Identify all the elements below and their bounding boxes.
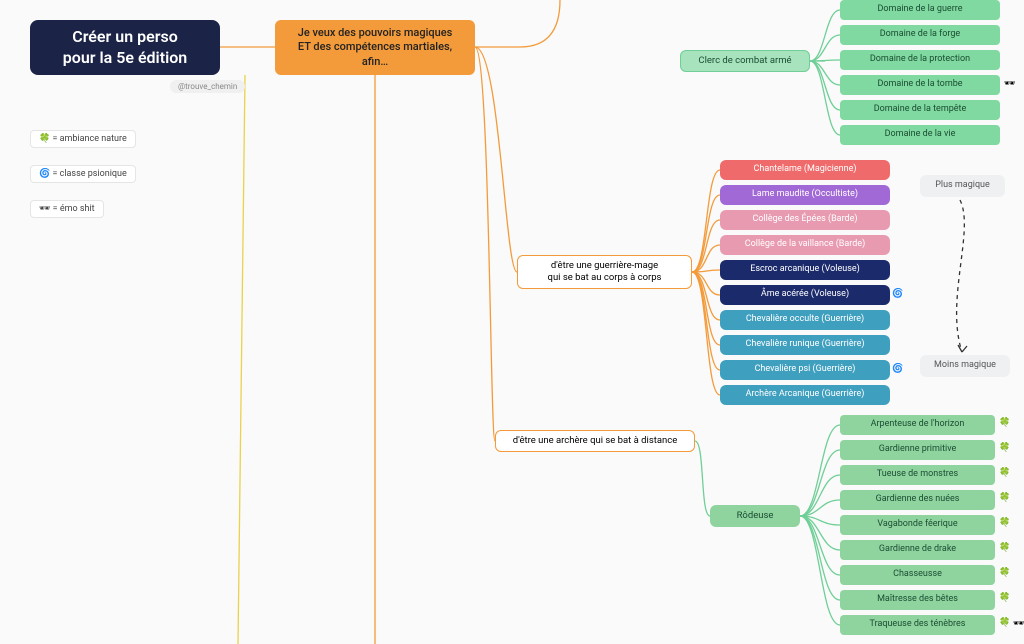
cleric-domain[interactable]: Domaine de la tempête (840, 100, 1000, 120)
cleric-domain[interactable]: Domaine de la tombe (840, 75, 1000, 95)
node-cleric[interactable]: Clerc de combat armé (680, 50, 810, 72)
nature-icon: 🍀 (999, 543, 1010, 553)
ranger-sub[interactable]: Traqueuse des ténèbres (840, 615, 995, 635)
legend-psionic: 🌀 = classe psionique (30, 165, 136, 183)
melee-option[interactable]: Escroc arcanique (Voleuse) (720, 260, 890, 280)
ranger-sub[interactable]: Tueuse de monstres (840, 465, 995, 485)
nature-icon: 🍀 (999, 443, 1010, 453)
cleric-domain[interactable]: Domaine de la guerre (840, 0, 1000, 20)
emo-icon: 🕶 (1004, 79, 1015, 89)
ranger-sub[interactable]: Chasseusse (840, 565, 995, 585)
legend-psionic-icon: 🌀 (39, 169, 50, 179)
node-ranger[interactable]: Rôdeuse (710, 505, 800, 527)
melee-option[interactable]: Âme acérée (Voleuse) (720, 285, 890, 305)
node-melee[interactable]: d'être une guerrière-mage qui se bat au … (517, 255, 692, 289)
legend-nature-icon: 🍀 (39, 134, 50, 144)
nature-icon: 🍀 (999, 468, 1010, 478)
nature-icon: 🍀 (999, 493, 1010, 503)
root-title: Créer un perso pour la 5e édition (30, 20, 220, 75)
node-ranged[interactable]: d'être une archère qui se bat à distance (495, 430, 695, 452)
ranger-sub[interactable]: Arpenteuse de l'horizon (840, 415, 995, 435)
melee-option[interactable]: Chevalière occulte (Guerrière) (720, 310, 890, 330)
scale-bottom: Moins magique (920, 355, 1010, 377)
melee-option[interactable]: Chevalière runique (Guerrière) (720, 335, 890, 355)
ranger-sub[interactable]: Gardienne des nuées (840, 490, 995, 510)
melee-option[interactable]: Collège de la vaillance (Barde) (720, 235, 890, 255)
emo-icon: 🕶 (1013, 619, 1024, 629)
legend-nature: 🍀 = ambiance nature (30, 130, 136, 148)
legend-emo-icon: 🕶 (39, 204, 50, 214)
ranger-sub[interactable]: Vagabonde féerique (840, 515, 995, 535)
cleric-domain[interactable]: Domaine de la protection (840, 50, 1000, 70)
branch-main[interactable]: Je veux des pouvoirs magiques ET des com… (275, 20, 475, 75)
nature-icon: 🍀 (999, 568, 1010, 578)
cleric-domain[interactable]: Domaine de la forge (840, 25, 1000, 45)
melee-option[interactable]: Lame maudite (Occultiste) (720, 185, 890, 205)
melee-option[interactable]: Chevalière psi (Guerrière) (720, 360, 890, 380)
nature-icon: 🍀 (999, 418, 1010, 428)
psionic-icon: 🌀 (892, 289, 903, 299)
cleric-domain[interactable]: Domaine de la vie (840, 125, 1000, 145)
nature-icon: 🍀 (999, 593, 1010, 603)
legend-emo: 🕶 = émo shit (30, 200, 104, 218)
ranger-sub[interactable]: Maîtresse des bêtes (840, 590, 995, 610)
scale-top: Plus magique (920, 175, 1005, 197)
psionic-icon: 🌀 (892, 364, 903, 374)
ranger-sub[interactable]: Gardienne primitive (840, 440, 995, 460)
melee-option[interactable]: Archère Arcanique (Guerrière) (720, 385, 890, 405)
melee-option[interactable]: Chantelame (Magicienne) (720, 160, 890, 180)
nature-icon: 🍀 (999, 618, 1010, 628)
author-badge: @trouve_chemin (170, 80, 245, 93)
ranger-sub[interactable]: Gardienne de drake (840, 540, 995, 560)
melee-option[interactable]: Collège des Épées (Barde) (720, 210, 890, 230)
nature-icon: 🍀 (999, 518, 1010, 528)
